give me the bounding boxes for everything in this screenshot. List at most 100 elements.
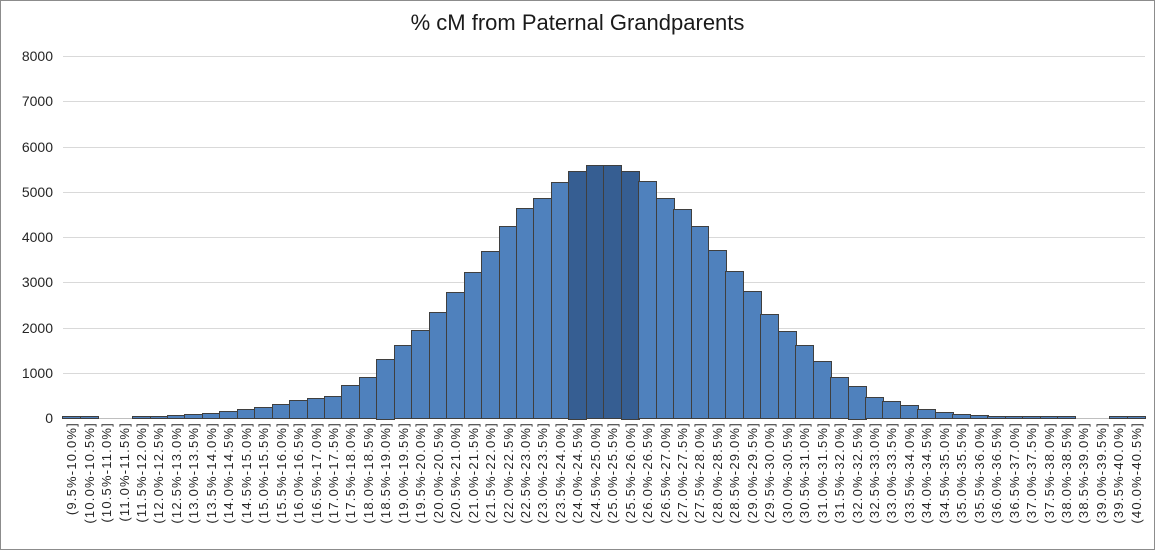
- bar[interactable]: [638, 181, 658, 420]
- bar[interactable]: [324, 395, 343, 420]
- bar[interactable]: [1039, 415, 1059, 420]
- x-axis-tick-label: (32.5%-33.0%]: [867, 422, 882, 524]
- x-axis-tick-label: (9.5%-10.0%]: [64, 422, 80, 516]
- bar[interactable]: [865, 396, 884, 420]
- bar[interactable]: [393, 345, 413, 420]
- x-axis-tick-label: (23.5%-24.0%]: [552, 422, 568, 524]
- bar[interactable]: [428, 311, 448, 420]
- x-axis-tick-label: (25.0%-25.5%]: [605, 422, 621, 524]
- x-axis-tick-label: (28.5%-29.0%]: [727, 422, 743, 524]
- y-gridline: [63, 146, 1145, 148]
- bar[interactable]: [62, 415, 82, 420]
- bar[interactable]: [132, 416, 151, 420]
- x-axis-tick-label: (34.5%-35.0%]: [936, 422, 952, 524]
- chart-title: % cM from Paternal Grandparents: [410, 10, 745, 35]
- x-axis-tick-label: (30.0%-30.5%]: [779, 422, 795, 524]
- bar[interactable]: [306, 398, 326, 420]
- bar[interactable]: [498, 225, 518, 420]
- bar[interactable]: [760, 313, 780, 420]
- x-axis-tick-label: (38.5%-39.0%]: [1076, 422, 1092, 524]
- x-axis-tick-label: (26.5%-27.0%]: [657, 422, 673, 524]
- bar[interactable]: [1056, 416, 1076, 420]
- x-axis-tick-label: (33.0%-33.5%]: [884, 422, 900, 524]
- x-axis-tick-label: (29.5%-30.0%]: [762, 422, 778, 524]
- bar[interactable]: [341, 384, 361, 420]
- bar-highlighted[interactable]: [620, 171, 640, 420]
- x-axis-tick-label: (12.5%-13.0%]: [168, 422, 184, 524]
- bar[interactable]: [1004, 415, 1024, 420]
- bar[interactable]: [917, 408, 937, 420]
- x-axis-tick-label: (39.0%-39.5%]: [1093, 422, 1109, 524]
- bar[interactable]: [411, 329, 431, 420]
- y-axis-tick-label: 8000: [21, 48, 53, 64]
- bar-highlighted[interactable]: [568, 171, 588, 420]
- bar[interactable]: [952, 414, 972, 420]
- x-axis-tick-label: (15.5%-16.0%]: [273, 422, 289, 524]
- x-axis-tick-label: (21.5%-22.0%]: [483, 422, 499, 524]
- bar[interactable]: [533, 197, 553, 420]
- y-axis-tick-label: 6000: [21, 138, 53, 155]
- bar[interactable]: [219, 411, 239, 420]
- bar[interactable]: [655, 198, 675, 420]
- bar[interactable]: [899, 404, 919, 420]
- bar[interactable]: [289, 400, 309, 420]
- bar[interactable]: [847, 385, 867, 420]
- x-axis-tick-label: (22.0%-22.5%]: [500, 422, 516, 524]
- bar[interactable]: [830, 377, 850, 420]
- x-axis-tick-label: (38.0%-38.5%]: [1058, 422, 1074, 524]
- x-axis-tick-label: (24.5%-25.0%]: [587, 422, 603, 524]
- bar[interactable]: [707, 250, 727, 420]
- x-axis-tick-label: (19.0%-19.5%]: [395, 422, 411, 524]
- bar[interactable]: [690, 225, 710, 420]
- x-axis-tick-label: (14.5%-15.0%]: [238, 422, 254, 524]
- bar[interactable]: [673, 208, 692, 420]
- bar[interactable]: [1022, 415, 1042, 420]
- bar-highlighted[interactable]: [585, 165, 605, 420]
- bar[interactable]: [1109, 416, 1129, 420]
- bar[interactable]: [725, 270, 745, 420]
- bar-highlighted[interactable]: [603, 165, 623, 420]
- bar[interactable]: [463, 271, 483, 420]
- bar[interactable]: [446, 292, 466, 420]
- bar[interactable]: [166, 415, 186, 420]
- y-axis-tick-label: 4000: [21, 229, 53, 245]
- y-axis-tick-label: 0: [45, 410, 53, 426]
- bar[interactable]: [149, 415, 169, 420]
- x-axis-tick-label: (32.0%-32.5%]: [849, 422, 865, 524]
- bar[interactable]: [376, 359, 396, 420]
- bar[interactable]: [236, 409, 256, 420]
- x-axis-tick-label: (20.0%-20.5%]: [430, 422, 446, 524]
- bar[interactable]: [882, 400, 902, 420]
- bar[interactable]: [812, 360, 832, 420]
- bar[interactable]: [358, 377, 378, 420]
- x-axis-tick-label: (31.5%-32.0%]: [832, 422, 848, 524]
- y-axis-tick-label: 1000: [21, 364, 53, 381]
- x-axis-tick-label: (18.0%-18.5%]: [360, 422, 376, 524]
- bar[interactable]: [481, 251, 501, 420]
- x-axis-tick-label: (24.0%-24.5%]: [570, 422, 586, 524]
- y-axis-tick-label: 5000: [21, 183, 53, 200]
- bar[interactable]: [515, 208, 535, 420]
- bar[interactable]: [550, 182, 570, 420]
- x-axis-tick-label: (36.0%-36.5%]: [989, 422, 1005, 524]
- bar[interactable]: [184, 414, 204, 420]
- bar[interactable]: [969, 414, 989, 420]
- x-axis-tick-label: (25.5%-26.0%]: [622, 422, 638, 524]
- x-axis-tick-label: (11.5%-12.0%]: [134, 422, 150, 523]
- x-axis-tick-label: (15.0%-15.5%]: [256, 422, 272, 524]
- x-axis-tick-label: (34.0%-34.5%]: [919, 422, 935, 524]
- bar[interactable]: [79, 415, 99, 420]
- bar[interactable]: [1126, 416, 1146, 420]
- bar[interactable]: [777, 331, 797, 420]
- bar[interactable]: [987, 415, 1007, 420]
- x-axis-tick-label: (29.0%-29.5%]: [744, 422, 760, 524]
- bar[interactable]: [795, 344, 815, 420]
- bar[interactable]: [742, 291, 762, 420]
- bar[interactable]: [254, 406, 274, 420]
- x-axis-tick-label: (28.0%-28.5%]: [709, 422, 725, 524]
- bar[interactable]: [934, 412, 954, 420]
- bar[interactable]: [201, 412, 221, 420]
- bar[interactable]: [271, 404, 291, 420]
